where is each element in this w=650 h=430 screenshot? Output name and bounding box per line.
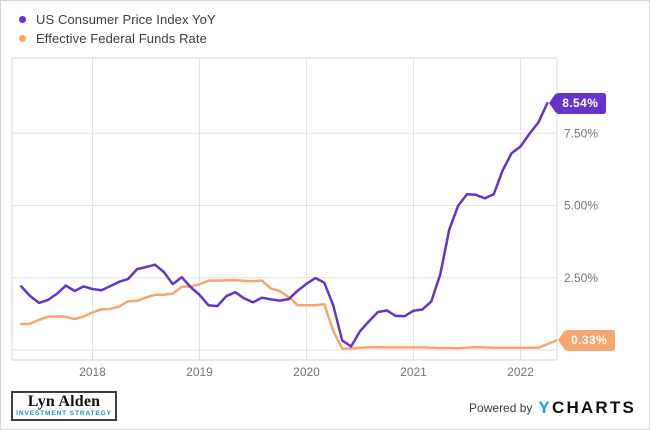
- legend-item-cpi[interactable]: US Consumer Price Index YoY: [19, 10, 216, 29]
- plot-border: [11, 57, 558, 361]
- legend-dot-effr-icon: [19, 35, 26, 42]
- legend-label-effr: Effective Federal Funds Rate: [36, 31, 207, 46]
- ycharts-logo: YCHARTS: [538, 396, 636, 420]
- cpi-latest-value-badge: 8.54%: [549, 92, 607, 114]
- effr-latest-value-badge: 0.33%: [558, 329, 616, 351]
- x-tick-label: 2020: [293, 365, 320, 379]
- powered-by-ycharts[interactable]: Powered by YCHARTS: [469, 396, 636, 420]
- lyn-alden-logo-subtitle: INVESTMENT STRATEGY: [16, 410, 112, 417]
- badge-arrow-left-icon: [558, 329, 566, 350]
- cpi-line: [19, 101, 549, 348]
- chart-legend: US Consumer Price Index YoY Effective Fe…: [19, 10, 216, 48]
- lyn-alden-logo: Lyn Alden INVESTMENT STRATEGY: [11, 391, 117, 421]
- legend-dot-cpi-icon: [19, 16, 26, 23]
- y-tick-label: 7.50%: [564, 126, 598, 140]
- x-tick-label: 2022: [507, 365, 534, 379]
- ycharts-logo-charts: CHARTS: [551, 398, 636, 417]
- lyn-alden-logo-title: Lyn Alden: [27, 393, 101, 410]
- ycharts-logo-y: Y: [538, 398, 552, 417]
- legend-item-effr[interactable]: Effective Federal Funds Rate: [19, 29, 216, 48]
- x-tick-label: 2021: [400, 365, 427, 379]
- y-tick-label: 2.50%: [564, 271, 598, 285]
- effr-latest-value: 0.33%: [571, 332, 608, 347]
- x-tick-label: 2018: [79, 365, 106, 379]
- effr-line: [19, 278, 558, 350]
- y-tick-label: 5.00%: [564, 199, 598, 213]
- powered-by-text: Powered by: [469, 401, 533, 415]
- badge-arrow-left-icon: [549, 92, 557, 113]
- x-tick-label: 2019: [186, 365, 213, 379]
- legend-label-cpi: US Consumer Price Index YoY: [36, 12, 216, 27]
- cpi-latest-value: 8.54%: [562, 95, 599, 110]
